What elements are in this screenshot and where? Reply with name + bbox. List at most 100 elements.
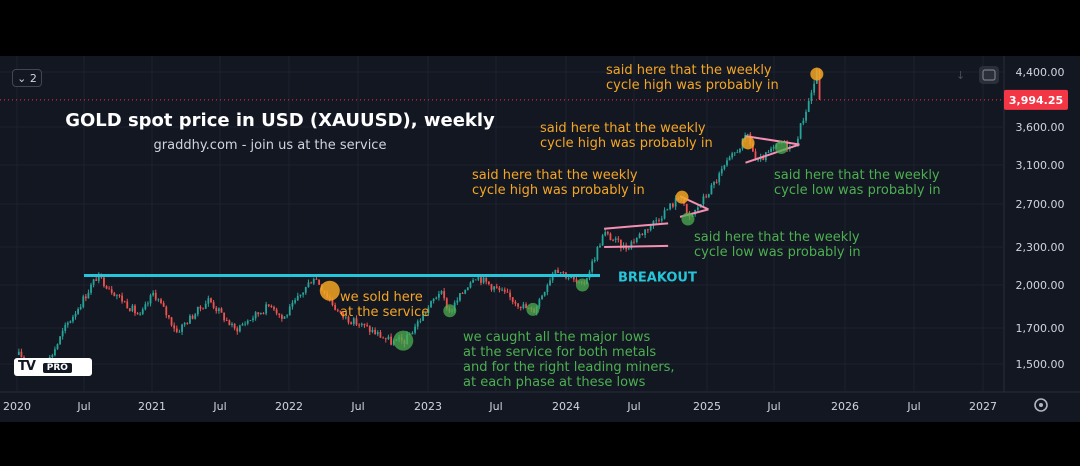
candle bbox=[604, 232, 607, 236]
candle bbox=[390, 336, 392, 345]
candle bbox=[770, 148, 772, 152]
candle bbox=[376, 332, 379, 335]
chart-annotations: said here that the weekly cycle high was … bbox=[340, 63, 941, 390]
candle bbox=[173, 325, 176, 329]
candle bbox=[799, 123, 802, 139]
candle bbox=[162, 302, 165, 307]
candle bbox=[466, 287, 469, 291]
candle bbox=[445, 298, 448, 309]
candle bbox=[522, 304, 525, 309]
candle bbox=[283, 316, 286, 319]
chart-subtitle: graddhy.com - join us at the service bbox=[154, 138, 387, 153]
candle bbox=[671, 203, 674, 207]
breakout-label: BREAKOUT bbox=[618, 271, 697, 286]
annotation-line: said here that the weekly bbox=[606, 63, 772, 78]
candle bbox=[638, 234, 641, 238]
candle bbox=[212, 302, 215, 308]
candle bbox=[20, 351, 23, 358]
cycle-marker bbox=[681, 212, 695, 226]
candle bbox=[551, 273, 554, 281]
candle bbox=[288, 306, 291, 316]
candle bbox=[194, 314, 197, 319]
candle bbox=[210, 298, 212, 303]
annotation-line: we caught all the major lows bbox=[463, 330, 650, 345]
candle bbox=[713, 182, 715, 185]
candle bbox=[141, 309, 144, 314]
candle bbox=[82, 296, 85, 308]
annotation-line: said here that the weekly bbox=[694, 230, 860, 245]
candle bbox=[511, 297, 514, 302]
candle bbox=[652, 220, 655, 226]
x-tick-label: 2026 bbox=[831, 400, 859, 413]
candle bbox=[352, 318, 355, 324]
candle bbox=[746, 134, 749, 136]
candle bbox=[477, 277, 480, 280]
candle bbox=[495, 286, 498, 288]
candle bbox=[726, 160, 728, 166]
candle bbox=[204, 303, 207, 309]
candle bbox=[217, 308, 220, 311]
candle bbox=[170, 317, 173, 326]
candle bbox=[797, 138, 799, 147]
cycle-marker bbox=[774, 141, 788, 155]
candle bbox=[635, 237, 638, 242]
annotation-line: at each phase at these lows bbox=[463, 375, 646, 390]
candle bbox=[641, 234, 644, 235]
price-axis[interactable]: 4,400.00 3,600.00 3,100.00 2,700.00 2,300.00… bbox=[1004, 66, 1068, 371]
candle bbox=[74, 313, 77, 317]
candle bbox=[723, 165, 726, 169]
candle bbox=[310, 282, 313, 284]
candle bbox=[249, 320, 252, 321]
annotation-line: said here that the weekly bbox=[774, 168, 940, 183]
time-axis[interactable]: 2020 Jul 2021 Jul 2022 Jul 2023 Jul 2024 Jul 2025 J… bbox=[3, 400, 997, 413]
candle bbox=[715, 182, 718, 183]
candle bbox=[805, 111, 807, 121]
annotation-line: at the service bbox=[340, 305, 429, 320]
candle bbox=[331, 299, 334, 306]
y-tick-label: 3,600.00 bbox=[1016, 121, 1065, 134]
grid-lines bbox=[0, 56, 1004, 392]
candle bbox=[549, 280, 551, 286]
candle bbox=[414, 326, 416, 333]
settings-gear-icon[interactable] bbox=[1034, 398, 1048, 412]
annotation-line: cycle high was probably in bbox=[540, 136, 713, 151]
collapse-button[interactable]: ⌄ 2 bbox=[12, 69, 42, 87]
candle bbox=[718, 173, 721, 183]
candle bbox=[286, 315, 289, 317]
candle bbox=[596, 247, 599, 260]
candle bbox=[519, 306, 522, 309]
candle bbox=[131, 305, 134, 311]
candle bbox=[108, 288, 111, 290]
candle bbox=[307, 282, 310, 288]
candle bbox=[570, 276, 573, 279]
candle bbox=[674, 198, 677, 207]
candle bbox=[435, 297, 438, 299]
candle bbox=[347, 316, 350, 323]
scroll-down-icon[interactable]: ↓ bbox=[956, 69, 965, 82]
screenshot-icon[interactable] bbox=[979, 66, 999, 84]
candle bbox=[17, 351, 20, 355]
candle bbox=[474, 279, 477, 281]
candle bbox=[559, 272, 562, 274]
candle bbox=[752, 143, 754, 152]
candle bbox=[147, 303, 149, 305]
candle bbox=[350, 322, 353, 324]
candle bbox=[644, 229, 647, 235]
candle bbox=[630, 241, 633, 249]
candle bbox=[79, 307, 82, 309]
chart-title: GOLD spot price in USD (XAUUSD), weekly bbox=[65, 110, 495, 131]
candle bbox=[612, 239, 614, 241]
candle bbox=[554, 269, 557, 274]
candle bbox=[599, 245, 601, 248]
candle bbox=[461, 293, 464, 294]
candle bbox=[97, 273, 100, 281]
candle bbox=[275, 309, 278, 314]
candle bbox=[382, 337, 385, 339]
candle bbox=[254, 312, 257, 319]
pattern-line bbox=[745, 143, 800, 164]
annotation-line: said here that the weekly bbox=[540, 121, 706, 136]
cycle-marker bbox=[741, 136, 755, 150]
candle bbox=[744, 135, 747, 139]
candle bbox=[152, 292, 155, 296]
